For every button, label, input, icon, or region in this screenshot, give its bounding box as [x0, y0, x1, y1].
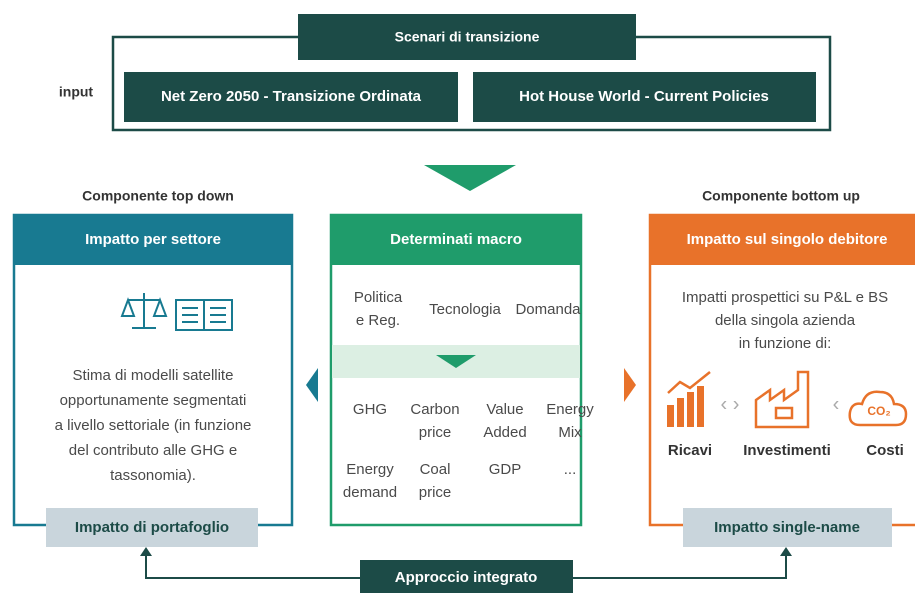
cloud-icon: CO₂	[848, 390, 908, 427]
driver: Carbon	[410, 401, 459, 418]
scenario-title: Scenari di transizione	[395, 29, 540, 45]
separator: ‹	[833, 393, 840, 415]
description-line: della singola azienda	[715, 312, 856, 329]
right-header: Impatto sul singolo debitore	[687, 231, 888, 248]
description-line: Stima di modelli satellite	[73, 367, 234, 384]
small-chevron	[436, 355, 476, 368]
separator: ‹ ›	[721, 393, 740, 415]
driver: Politica	[354, 289, 403, 306]
description-line: Impatti prospettici su P&L e BS	[682, 289, 888, 306]
right-heading: Componente bottom up	[702, 188, 860, 204]
right-header-box	[650, 215, 915, 265]
driver: Energy	[546, 401, 594, 418]
driver: Tecnologia	[429, 301, 501, 318]
description-line: a livello settoriale (in funzione	[55, 417, 252, 434]
driver: GHG	[353, 401, 387, 418]
description-line: opportunamente segmentati	[60, 392, 247, 409]
left-header-box	[14, 215, 292, 265]
left-footer: Impatto di portafoglio	[75, 519, 229, 536]
driver: Added	[483, 424, 526, 441]
middle-header-box	[331, 215, 581, 265]
driver: GDP	[489, 461, 522, 478]
left-footer-box	[46, 508, 258, 547]
scale-book-icon	[120, 293, 233, 331]
left-chevron	[306, 368, 318, 402]
bottom-label: Approccio integrato	[395, 569, 538, 586]
item-label: Costi	[866, 442, 904, 459]
driver: price	[419, 424, 452, 441]
right-footer-box	[683, 508, 892, 547]
middle-header: Determinati macro	[390, 231, 522, 248]
right-footer: Impatto single-name	[714, 519, 860, 536]
revenue-icon	[667, 371, 711, 427]
scenario-box	[124, 72, 458, 122]
driver: Mix	[558, 424, 582, 441]
description-line: tassonomia).	[110, 467, 196, 484]
item-label: Ricavi	[668, 442, 712, 459]
description-line: del contributo alle GHG e	[69, 442, 237, 459]
bottom-box	[360, 560, 573, 593]
driver: ...	[564, 461, 577, 478]
scenario: Net Zero 2050 - Transizione Ordinata	[161, 88, 422, 105]
driver: Coal	[420, 461, 451, 478]
driver: Domanda	[515, 301, 581, 318]
factory-icon	[754, 370, 810, 429]
scenario-box	[473, 72, 816, 122]
left-heading: Componente top down	[82, 188, 234, 204]
driver: Value	[486, 401, 523, 418]
left-header: Impatto per settore	[85, 231, 221, 248]
right-chevron	[624, 368, 636, 402]
description-line: in funzione di:	[739, 335, 832, 352]
co2-label: CO₂	[867, 404, 890, 418]
scenario: Hot House World - Current Policies	[519, 88, 769, 105]
down-chevron	[424, 165, 516, 191]
driver: demand	[343, 484, 397, 501]
item-label: Investimenti	[743, 442, 831, 459]
arrowhead	[140, 547, 152, 556]
driver: price	[419, 484, 452, 501]
driver: e Reg.	[356, 312, 400, 329]
driver: Energy	[346, 461, 394, 478]
arrowhead	[780, 547, 792, 556]
input-label: input	[59, 84, 94, 100]
scenario-title-box	[298, 14, 636, 60]
